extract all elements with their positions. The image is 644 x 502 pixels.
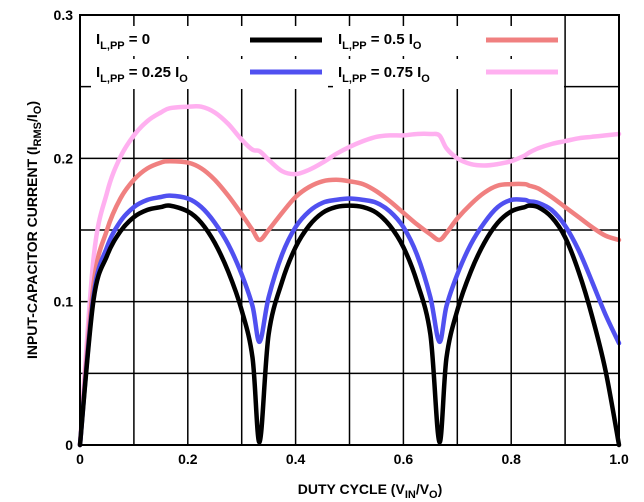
x-axis-label-sub2: O: [429, 489, 438, 501]
x-axis-label: DUTY CYCLE (VIN/VO): [298, 481, 443, 501]
y-tick-labels: 0 0.1 0.2 0.3: [54, 7, 74, 453]
y-axis-label: INPUT-CAPACITOR CURRENT (IRMS/IO): [24, 101, 44, 359]
x-tick-label: 0.4: [286, 451, 306, 467]
x-axis-label-end: ): [438, 481, 443, 497]
y-axis-label-sub: RMS: [32, 122, 44, 146]
plot-frame: [79, 14, 620, 446]
legend-label-1: IL,PP = 0.25 IO: [96, 64, 188, 85]
x-axis-label-main: DUTY CYCLE (V: [298, 481, 406, 497]
legend-label-3: IL,PP = 0.75 IO: [338, 64, 430, 85]
x-axis-label-sub: IN: [405, 489, 416, 501]
y-axis-label-sub2: O: [32, 105, 44, 114]
y-tick-label: 0.2: [54, 150, 74, 166]
x-tick-label: 0.6: [394, 451, 414, 467]
y-axis-label-main: INPUT-CAPACITOR CURRENT (I: [24, 146, 40, 359]
series-line-1: [77, 193, 622, 448]
series-line-2: [77, 158, 622, 448]
x-axis-label-tail: /V: [416, 481, 430, 497]
x-tick-label: 0.8: [501, 451, 521, 467]
series-lines: [77, 104, 622, 448]
y-axis-label-tail: /I: [24, 114, 40, 122]
y-axis-label-end: ): [24, 101, 40, 106]
x-tick-label: 0.2: [178, 451, 198, 467]
x-tick-labels: 0 0.2 0.4 0.6 0.8 1.0: [76, 451, 629, 467]
x-tick-label: 0: [76, 451, 84, 467]
legend: IL,PP = 0 IL,PP = 0.25 IO IL,PP = 0.5 IO IL…: [91, 26, 564, 89]
series-line-0: [77, 203, 622, 448]
legend-label-0: IL,PP = 0: [96, 31, 150, 52]
y-tick-label: 0.3: [54, 7, 74, 23]
series-line-3: [77, 104, 622, 448]
x-tick-label: 1.0: [609, 451, 629, 467]
y-tick-label: 0.1: [54, 294, 74, 310]
legend-label-2: IL,PP = 0.5 IO: [338, 31, 422, 52]
y-tick-label: 0: [65, 437, 73, 453]
